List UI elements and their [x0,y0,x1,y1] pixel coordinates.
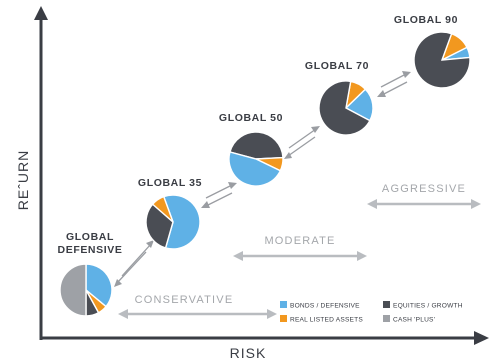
arrow-35-to-50-down-head [201,201,210,208]
legend-swatch-cash [383,315,390,322]
zone-aggressive-label: AGGRESSIVE [382,183,466,195]
legend: BONDS / DEFENSIVE EQUITIES / GROWTH REAL… [280,301,463,324]
transition-arrows [114,71,411,287]
zone-moderate: MODERATE [233,235,367,261]
arrow-35-to-50-up-head [228,182,237,189]
legend-label-bonds: BONDS / DEFENSIVE [290,303,360,310]
g35-slice-equity [145,203,174,249]
zone-moderate-right-arrowhead [357,251,367,261]
zone-conservative: CONSERVATIVE [118,294,277,319]
pie-global-35 [145,194,201,250]
legend-swatch-equity [383,301,390,308]
zone-aggressive-left-arrowhead [367,199,377,209]
g50-slice-equity [229,131,284,160]
arrow-defensive-to-35 [114,240,154,287]
arrow-50-to-70-up [288,128,317,149]
g35-slice-bonds [162,194,201,250]
title-defensive-line1: GLOBAL [66,231,114,243]
defensive-slice-cash [59,263,87,317]
arrow-70-to-90-down [381,81,408,96]
legend-label-equity: EQUITIES / GROWTH [393,303,463,310]
risk-zones: CONSERVATIVE MODERATE AGGRESSIVE [118,183,481,319]
arrow-defensive-to-35-up-head [146,240,154,248]
legend-label-real: REAL LISTED ASSETS [290,317,363,324]
title-global-70: GLOBAL 70 [305,60,369,72]
arrow-50-to-70-up-head [311,126,320,133]
title-global-50: GLOBAL 50 [219,112,283,124]
title-global-35: GLOBAL 35 [138,177,202,189]
zone-aggressive: AGGRESSIVE [367,183,481,209]
y-axis-label: REˆURN [15,150,31,210]
arrow-defensive-to-35-up [121,243,152,277]
arrow-70-to-90-up-head [402,71,411,78]
arrow-70-to-90 [377,71,411,97]
arrow-50-to-70 [284,126,320,159]
zone-moderate-left-arrowhead [233,251,243,261]
arrow-70-to-90-up [380,73,407,88]
g35-slice-real [151,195,174,223]
title-global-90: GLOBAL 90 [394,14,458,26]
arrow-35-to-50-up [205,184,233,199]
portfolio-titles: GLOBAL DEFENSIVE GLOBAL 35 GLOBAL 50 GLO… [58,14,458,256]
arrow-35-to-50-down [205,192,233,207]
axes: RISK REˆURN [15,6,489,361]
arrow-35-to-50 [201,182,237,208]
title-defensive-line2: DEFENSIVE [58,244,123,256]
defensive-slice-bonds [85,263,113,308]
pie-global-50 [228,131,284,187]
zone-aggressive-right-arrowhead [471,199,481,209]
arrow-defensive-to-35-down [116,251,147,284]
arrow-50-to-70-down-head [284,152,292,159]
zone-conservative-left-arrowhead [118,309,128,319]
arrow-70-to-90-down-head [377,90,386,97]
pie-global-90 [413,31,471,89]
pie-global-70 [318,80,374,136]
zone-conservative-label: CONSERVATIVE [135,294,234,306]
g70-slice-equity [318,80,371,136]
pie-global-defensive [59,263,113,317]
zone-conservative-right-arrowhead [267,309,277,319]
legend-swatch-bonds [280,301,287,308]
g50-slice-bonds [228,151,282,187]
legend-swatch-real [280,315,287,322]
legend-label-cash: CASH 'PLUS' [393,317,435,324]
g90-slice-equity [413,31,471,89]
zone-moderate-label: MODERATE [264,235,335,247]
arrow-defensive-to-35-down-head [114,279,122,287]
y-axis-arrowhead [34,6,48,20]
arrow-50-to-70-down [287,136,316,157]
x-axis-arrowhead [474,331,489,345]
x-axis-label: RISK [230,345,267,361]
